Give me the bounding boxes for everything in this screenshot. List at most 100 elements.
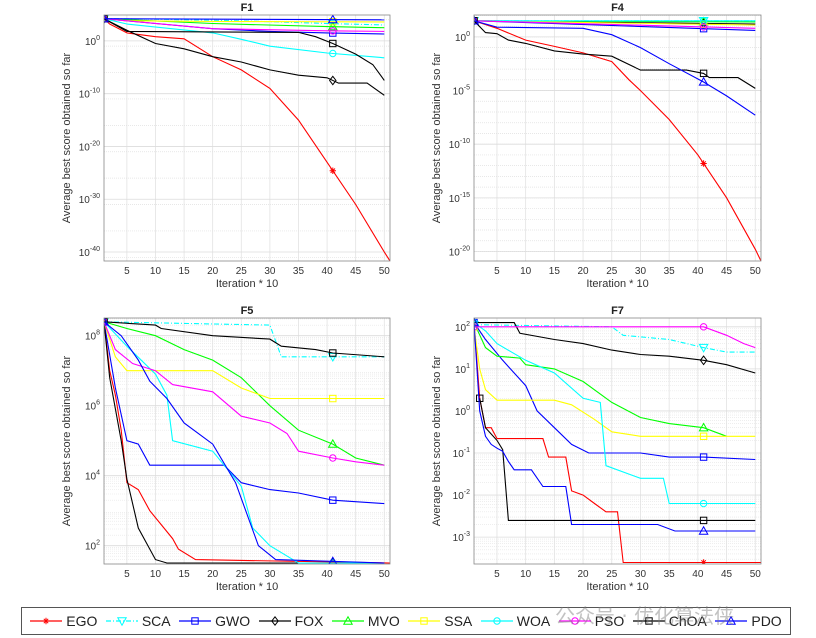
y-tick-label: 10-30 xyxy=(79,193,100,206)
series-line-choa xyxy=(104,18,385,81)
subplot-f4: 5 10 15 20 25 30 35 40 45 50 100 10-5 10-10 10-15 10-2… xyxy=(431,2,762,290)
legend-swatch xyxy=(179,617,212,625)
series-line-choa xyxy=(104,321,385,358)
legend-swatch xyxy=(258,615,291,627)
series-marker-mvo xyxy=(327,21,338,31)
x-tick-label: 30 xyxy=(635,569,647,580)
series-marker-pdo xyxy=(698,76,709,86)
series-marker-mvo xyxy=(698,422,709,432)
chart-title: F4 xyxy=(611,2,625,14)
series-marker-mvo xyxy=(327,438,338,448)
x-axis-label: Iteration * 10 xyxy=(586,278,648,290)
x-tick-label: 20 xyxy=(207,266,219,277)
y-tick-label: 104 xyxy=(85,470,100,483)
x-tick-label: 25 xyxy=(606,569,618,580)
x-tick-label: 40 xyxy=(322,569,334,580)
legend-label: GWO xyxy=(215,613,251,629)
x-tick-label: 40 xyxy=(692,266,704,277)
series-marker-choa xyxy=(329,349,337,357)
legend-item-pso: PSO xyxy=(558,613,624,629)
legend-swatch xyxy=(558,617,591,625)
chart-title: F5 xyxy=(241,305,254,317)
series-marker-ego xyxy=(329,167,336,174)
series-line-ego xyxy=(104,18,390,261)
legend-swatch xyxy=(331,615,364,625)
y-axis-label: Average best score obtained so far xyxy=(61,52,73,223)
series-marker-pdo xyxy=(474,318,480,327)
x-tick-label: 35 xyxy=(664,569,676,580)
series-marker-pdo xyxy=(474,15,480,25)
plot-area xyxy=(104,15,390,261)
legend-label: SCA xyxy=(141,613,171,629)
y-tick-label: 100 xyxy=(85,35,100,48)
legend-label: MVO xyxy=(367,613,400,629)
y-tick-label: 102 xyxy=(85,540,100,553)
series-marker-choa xyxy=(699,516,708,525)
plot-area xyxy=(474,15,761,261)
y-tick-label: 108 xyxy=(85,330,100,343)
square-marker-icon xyxy=(645,617,653,625)
x-tick-label: 5 xyxy=(494,569,500,580)
series-marker-ssa xyxy=(329,394,337,403)
x-tick-label: 10 xyxy=(520,569,532,580)
x-axis-label: Iteration * 10 xyxy=(586,581,648,593)
series-line-ssa xyxy=(104,321,385,400)
circle-marker-icon xyxy=(493,617,501,625)
series-marker-sca xyxy=(327,353,338,362)
triangle-down-marker-icon xyxy=(116,617,127,627)
x-tick-label: 40 xyxy=(322,266,334,277)
series-marker-choa xyxy=(474,17,478,25)
x-tick-label: 5 xyxy=(124,569,130,580)
x-tick-label: 35 xyxy=(664,266,676,277)
chart-title: F1 xyxy=(241,2,254,14)
x-tick-label: 10 xyxy=(520,266,532,277)
series-marker-pdo xyxy=(327,15,338,24)
square-marker-icon xyxy=(191,617,199,625)
series-line-woa xyxy=(104,18,385,59)
series-marker-choa xyxy=(699,69,708,78)
series-marker-pso xyxy=(329,27,337,35)
series-line-fox xyxy=(104,321,385,564)
series-marker-pdo xyxy=(104,318,110,326)
x-tick-label: 20 xyxy=(577,569,589,580)
legend-item-ego: EGO xyxy=(30,613,97,629)
series-marker-pdo xyxy=(104,15,110,23)
x-tick-label: 15 xyxy=(549,266,561,277)
legend-swatch xyxy=(715,615,748,625)
series-marker-sca xyxy=(327,19,338,29)
legend-item-choa: ChOA xyxy=(632,613,707,629)
legend-label: WOA xyxy=(516,613,551,629)
series-marker-pso xyxy=(474,323,478,331)
y-tick-label: 10-2 xyxy=(453,489,470,502)
series-marker-sca xyxy=(698,343,709,353)
series-marker-ego xyxy=(329,558,336,564)
y-axis-label: Average best score obtained so far xyxy=(431,355,443,526)
legend-item-pdo: PDO xyxy=(715,613,782,629)
series-line-fox xyxy=(474,322,756,374)
square-marker-icon xyxy=(420,617,428,625)
legend-item-sca: SCA xyxy=(105,613,171,629)
series-line-ego xyxy=(474,20,761,261)
y-tick-label: 10-5 xyxy=(453,85,470,98)
y-tick-label: 106 xyxy=(85,400,100,413)
series-marker-pso xyxy=(329,454,337,462)
axes-frame xyxy=(103,317,391,565)
series-line-mvo xyxy=(104,321,385,466)
series-line-mvo xyxy=(474,322,727,437)
plot-area xyxy=(474,318,761,564)
legend-item-fox: FOX xyxy=(258,613,323,629)
series-group xyxy=(104,15,390,261)
series-group xyxy=(474,15,761,261)
series-marker-ssa xyxy=(699,432,708,440)
series-line-pdo xyxy=(474,20,756,116)
x-tick-label: 40 xyxy=(692,569,704,580)
series-line-pdo xyxy=(104,321,385,564)
series-marker-ego xyxy=(700,559,707,564)
series-marker-gwo xyxy=(329,496,337,504)
x-tick-label: 25 xyxy=(236,266,248,277)
x-tick-label: 45 xyxy=(721,266,733,277)
series-line-choa xyxy=(479,398,756,521)
y-tick-label: 102 xyxy=(455,321,470,334)
legend-swatch xyxy=(480,617,513,625)
